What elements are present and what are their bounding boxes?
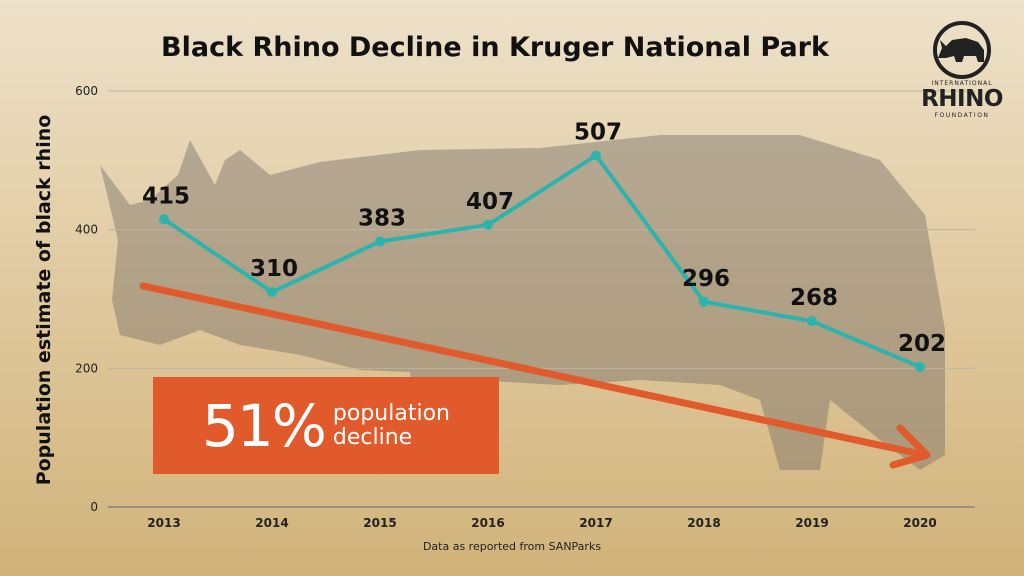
logo-bottom-text: FOUNDATION bbox=[934, 112, 990, 119]
data-label: 507 bbox=[574, 119, 622, 145]
y-tick-label: 200 bbox=[75, 361, 98, 375]
callout-line-1: population bbox=[332, 400, 450, 426]
x-tick-label: 2017 bbox=[579, 516, 612, 530]
callout-text: population decline bbox=[332, 400, 450, 450]
data-point bbox=[159, 214, 169, 225]
gridlines bbox=[108, 90, 975, 508]
logo-top-text: INTERNATIONAL bbox=[931, 80, 993, 87]
x-axis-ticks: 2013 2014 2015 2016 2017 2018 2019 2020 bbox=[147, 516, 936, 530]
x-tick-label: 2015 bbox=[363, 516, 396, 530]
data-label: 407 bbox=[466, 189, 514, 215]
series-line bbox=[162, 153, 921, 369]
x-tick-label: 2020 bbox=[903, 516, 936, 530]
data-point bbox=[915, 361, 925, 372]
x-tick-label: 2016 bbox=[471, 516, 504, 530]
y-axis-ticks: 0 200 400 600 bbox=[75, 84, 98, 514]
x-tick-label: 2019 bbox=[795, 516, 828, 530]
rhino-icon bbox=[933, 21, 991, 79]
data-point bbox=[483, 219, 493, 230]
y-tick-label: 0 bbox=[90, 500, 98, 514]
x-tick-label: 2013 bbox=[147, 516, 180, 530]
y-tick-label: 400 bbox=[75, 223, 98, 237]
x-tick-label: 2018 bbox=[687, 516, 720, 530]
y-tick-label: 600 bbox=[75, 84, 98, 98]
rhino-silhouette bbox=[100, 135, 945, 472]
callout-line-2: decline bbox=[332, 424, 413, 450]
data-point bbox=[267, 287, 277, 298]
callout-percent: 51% bbox=[202, 391, 327, 460]
logo-main-text: RHINO bbox=[921, 86, 1003, 112]
data-label: 268 bbox=[790, 285, 838, 311]
y-axis-label: Population estimate of black rhino bbox=[33, 114, 55, 486]
decline-arrow bbox=[139, 282, 931, 469]
data-label: 202 bbox=[898, 331, 946, 357]
data-labels: 415 310 383 407 507 296 268 202 bbox=[142, 119, 946, 356]
x-tick-label: 2014 bbox=[255, 516, 288, 530]
data-point bbox=[375, 236, 385, 247]
data-points bbox=[159, 150, 925, 372]
data-point bbox=[807, 316, 817, 327]
data-label: 296 bbox=[682, 266, 730, 292]
chart-title: Black Rhino Decline in Kruger National P… bbox=[161, 32, 829, 63]
decline-callout: 51% population decline bbox=[153, 377, 499, 474]
data-point bbox=[699, 296, 709, 307]
data-point bbox=[591, 150, 601, 161]
rhino-foundation-logo: INTERNATIONAL RHINO FOUNDATION bbox=[916, 18, 1008, 122]
source-note: Data as reported from SANParks bbox=[422, 540, 602, 553]
data-label: 310 bbox=[250, 256, 298, 282]
data-label: 415 bbox=[142, 183, 190, 209]
data-label: 383 bbox=[358, 205, 406, 231]
